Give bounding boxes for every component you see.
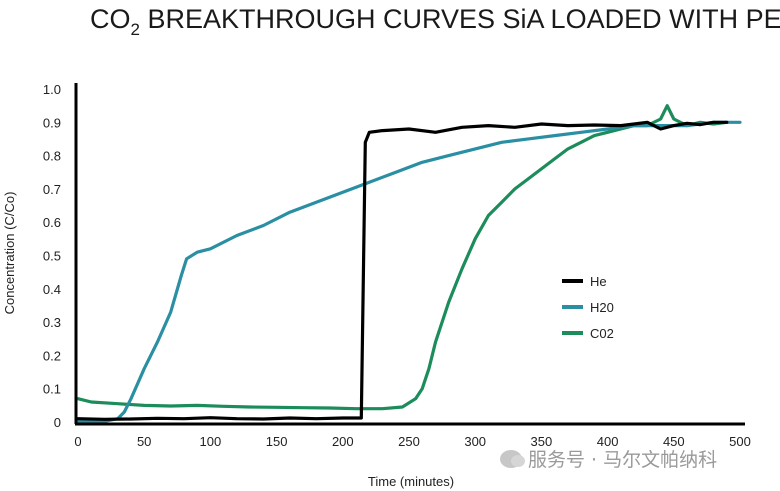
x-tick-label: 150	[266, 434, 288, 449]
plot-area	[76, 104, 742, 423]
y-tick-labels: 0 0.1 0.2 0.3 0.4 0.5 0.6 0.7 0.8 0.9 1.0	[43, 82, 61, 430]
x-tick-label: 50	[137, 434, 151, 449]
legend-label-he: He	[590, 274, 607, 289]
title-subscript: 2	[131, 20, 140, 39]
y-axis-label: Concentration (C/Co)	[2, 192, 17, 315]
y-tick-label: 0.8	[43, 149, 61, 164]
wechat-icon	[500, 450, 525, 468]
x-tick-label: 300	[464, 434, 486, 449]
y-tick-label: 0.1	[43, 382, 61, 397]
x-tick-label: 100	[200, 434, 222, 449]
y-tick-label: 0.7	[43, 182, 61, 197]
x-tick-label: 450	[663, 434, 685, 449]
y-tick-label: 0.3	[43, 315, 61, 330]
y-tick-label: 0.4	[43, 282, 61, 297]
y-tick-label: 0.2	[43, 348, 61, 363]
y-tick-label: 1.0	[43, 82, 61, 97]
legend-label-c02: C02	[590, 326, 614, 341]
legend: He H20 C02	[562, 274, 614, 341]
series-line-he	[76, 120, 729, 421]
x-tick-label: 500	[729, 434, 751, 449]
chart-title: CO2 BREAKTHROUGH CURVES SiA LOADED WITH …	[90, 4, 780, 39]
y-tick-label: 0.6	[43, 215, 61, 230]
y-tick-label: 0.9	[43, 115, 61, 130]
x-tick-label: 0	[74, 434, 81, 449]
watermark-text: 服务号 · 马尔文帕纳科	[528, 449, 718, 471]
x-tick-label: 400	[597, 434, 619, 449]
x-tick-labels: 0 50 100 150 200 250 300 350 400 450 500	[74, 434, 750, 449]
series-line-h20	[76, 120, 742, 423]
x-tick-label: 250	[398, 434, 420, 449]
x-tick-label: 350	[531, 434, 553, 449]
series-line-c02	[76, 104, 729, 411]
y-tick-label: 0	[54, 415, 61, 430]
x-tick-label: 200	[332, 434, 354, 449]
x-axis-label: Time (minutes)	[368, 474, 454, 489]
y-tick-label: 0.5	[43, 249, 61, 264]
watermark: 服务号 · 马尔文帕纳科	[500, 445, 717, 472]
legend-label-h20: H20	[590, 300, 614, 315]
